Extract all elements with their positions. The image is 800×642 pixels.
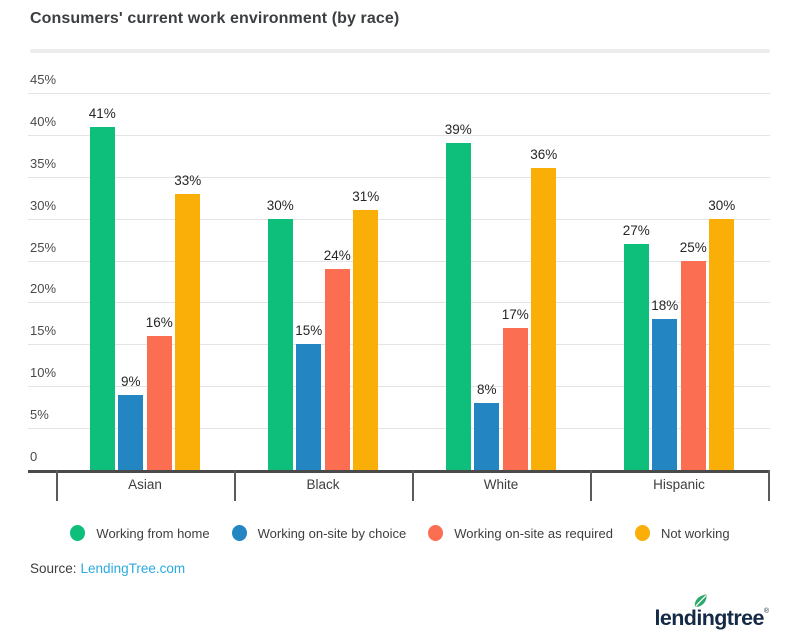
bar-value-label: 8% [477, 382, 497, 397]
leaf-icon [692, 593, 709, 615]
gridline [28, 93, 770, 94]
bar-value-label: 33% [174, 172, 202, 188]
y-axis-label: 45% [30, 72, 57, 87]
y-axis-label: 5% [30, 407, 49, 423]
bar [445, 143, 471, 470]
category-label: Asian [128, 477, 162, 492]
legend-item: Working on-site as required [428, 525, 613, 541]
registered-mark: ® [763, 608, 769, 615]
bar-value-label: 25% [679, 239, 707, 255]
bar-value-label: 39% [444, 122, 472, 138]
chart-title: Consumers' current work environment (by … [30, 10, 400, 27]
bar [652, 319, 678, 470]
source-link[interactable]: LendingTree.com [80, 561, 186, 576]
legend: Working from home Working on-site by choi… [0, 518, 800, 548]
gridline [28, 134, 770, 136]
bar [680, 260, 706, 470]
bar-value-label: 24% [323, 247, 351, 263]
bar-value-label: 30% [708, 197, 736, 213]
bar [175, 193, 201, 470]
x-axis-tick [56, 470, 58, 501]
bar [89, 126, 115, 470]
bar-value-label: 41% [88, 105, 116, 121]
legend-dot [70, 525, 86, 541]
x-axis-tick [768, 470, 770, 501]
x-axis-tick [590, 470, 592, 501]
bar-value-label: 31% [352, 189, 380, 205]
bar [353, 210, 379, 470]
gridline [28, 260, 770, 262]
logo-wordmark: lendingtree [654, 606, 765, 630]
category-label: Hispanic [653, 477, 705, 492]
legend-dot [634, 525, 650, 541]
legend-dot [231, 525, 247, 541]
bar [623, 243, 649, 470]
bar-value-label: 27% [622, 222, 650, 238]
x-axis-line [28, 470, 770, 473]
legend-label: Not working [660, 525, 730, 541]
legend-item: Not working [634, 525, 730, 541]
legend-label: Working from home [96, 525, 210, 541]
bar-value-label: 9% [121, 373, 141, 389]
source-label: Source: [30, 561, 77, 576]
legend-label: Working on-site as required [454, 525, 613, 541]
bar [296, 344, 322, 470]
gridline [28, 344, 770, 346]
gridline [28, 176, 770, 178]
source-line: Source: LendingTree.com [30, 561, 185, 576]
y-axis-label: 20% [30, 281, 57, 297]
category-label: White [483, 477, 519, 492]
gridline [28, 218, 770, 220]
bar [146, 336, 172, 470]
bar [118, 394, 144, 470]
y-axis-label: 10% [30, 365, 57, 381]
bar [474, 403, 500, 470]
legend-label: Working on-site by choice [257, 525, 407, 541]
category-label: Black [306, 477, 340, 492]
legend-item: Working from home [70, 525, 210, 541]
legend-dot [428, 525, 444, 541]
bar-value-label: 30% [266, 197, 294, 213]
gridline [28, 386, 770, 388]
bar-value-label: 16% [145, 315, 173, 330]
y-axis-label: 30% [30, 197, 57, 213]
bar [531, 168, 557, 470]
y-axis-label: 35% [30, 155, 57, 171]
gridline [28, 302, 770, 304]
bar [267, 218, 293, 470]
bar-value-label: 18% [651, 298, 679, 314]
gridline [28, 428, 770, 430]
y-axis-label: 0 [30, 449, 38, 464]
bar-value-label: 36% [530, 147, 558, 163]
y-axis-label: 40% [30, 113, 57, 129]
x-axis-tick [234, 470, 236, 501]
y-axis-label: 15% [30, 323, 57, 339]
title-divider [30, 49, 770, 53]
legend-item: Working on-site by choice [231, 525, 407, 541]
bar-value-label: 15% [295, 323, 323, 339]
bar [324, 268, 350, 470]
lendingtree-logo: lendingtree® [654, 593, 769, 630]
bar [502, 327, 528, 470]
y-axis-label: 25% [30, 239, 57, 255]
bar [709, 218, 735, 470]
bar-value-label: 17% [501, 306, 529, 322]
x-axis-tick [412, 470, 414, 501]
